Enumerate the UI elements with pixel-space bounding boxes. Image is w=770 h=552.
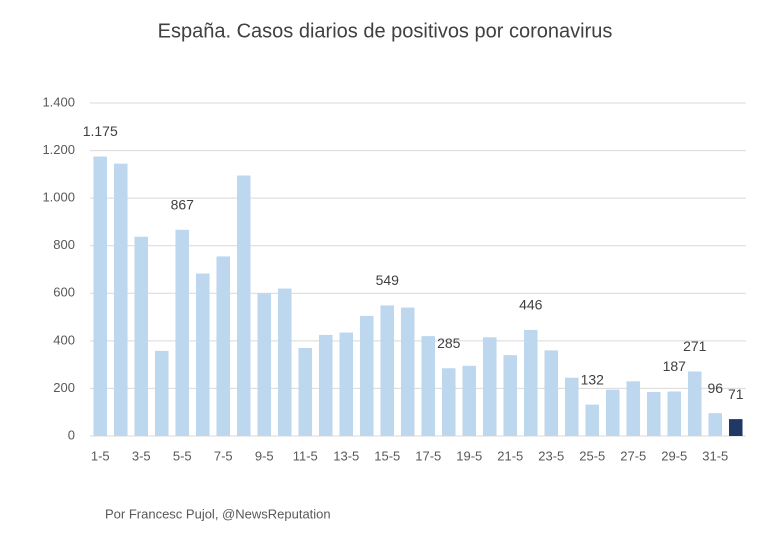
bar [605,389,620,436]
x-tick-label: 3-5 [132,448,151,463]
x-tick-label: 1-5 [91,448,110,463]
bar [687,371,702,436]
bar [113,163,128,436]
bar [523,329,538,436]
x-tick-label: 11-5 [293,448,318,463]
y-tick-label: 1.200 [42,142,75,157]
bar [503,355,518,436]
value-label: 1.175 [83,123,118,139]
chart-title: España. Casos diarios de positivos por c… [158,20,613,42]
x-tick-label: 27-5 [620,448,646,463]
value-label: 446 [519,297,543,313]
x-tick-label: 29-5 [661,448,687,463]
value-label: 271 [683,338,707,354]
x-tick-label: 25-5 [579,448,605,463]
x-tick-label: 31-5 [702,448,728,463]
bar [380,305,395,436]
x-tick-label: 17-5 [415,448,441,463]
y-tick-label: 200 [53,380,75,395]
y-tick-label: 1.400 [42,94,75,109]
bar [421,336,436,436]
y-tick-label: 0 [68,427,75,442]
bar [318,334,333,436]
bar [400,307,415,436]
bar [298,347,313,436]
value-label: 96 [707,380,723,396]
y-tick-label: 600 [53,285,75,300]
bar [236,175,251,436]
value-label: 71 [728,386,744,402]
bar [708,413,723,436]
bar [728,419,743,436]
bar [482,337,497,436]
bar [216,256,231,436]
bar [667,391,682,436]
footer: Por Francesc Pujol, @NewsReputation [105,506,331,521]
bar [195,273,210,436]
bar [646,391,661,436]
bar [441,368,456,436]
bar [359,315,374,436]
bar [626,381,641,436]
bar [339,332,354,436]
bar [585,404,600,436]
y-tick-label: 1.000 [42,190,75,205]
bar [544,350,559,436]
bar [462,365,477,436]
bar [277,288,292,436]
x-tick-label: 5-5 [173,448,192,463]
y-tick-label: 800 [53,237,75,252]
x-tick-label: 21-5 [497,448,523,463]
x-tick-label: 7-5 [214,448,233,463]
value-label: 549 [376,272,400,288]
bar [257,293,272,436]
x-tick-label: 19-5 [456,448,482,463]
x-tick-label: 9-5 [255,448,274,463]
y-tick-label: 400 [53,332,75,347]
value-label: 285 [437,335,461,351]
bar [93,156,108,436]
bar [134,236,149,436]
x-tick-label: 13-5 [333,448,359,463]
x-tick-label: 23-5 [538,448,564,463]
value-label: 187 [663,358,687,374]
bar [154,350,169,436]
value-label: 867 [171,196,195,212]
bar [564,377,579,436]
value-label: 132 [581,371,605,387]
bar [175,229,190,436]
x-tick-label: 15-5 [374,448,400,463]
